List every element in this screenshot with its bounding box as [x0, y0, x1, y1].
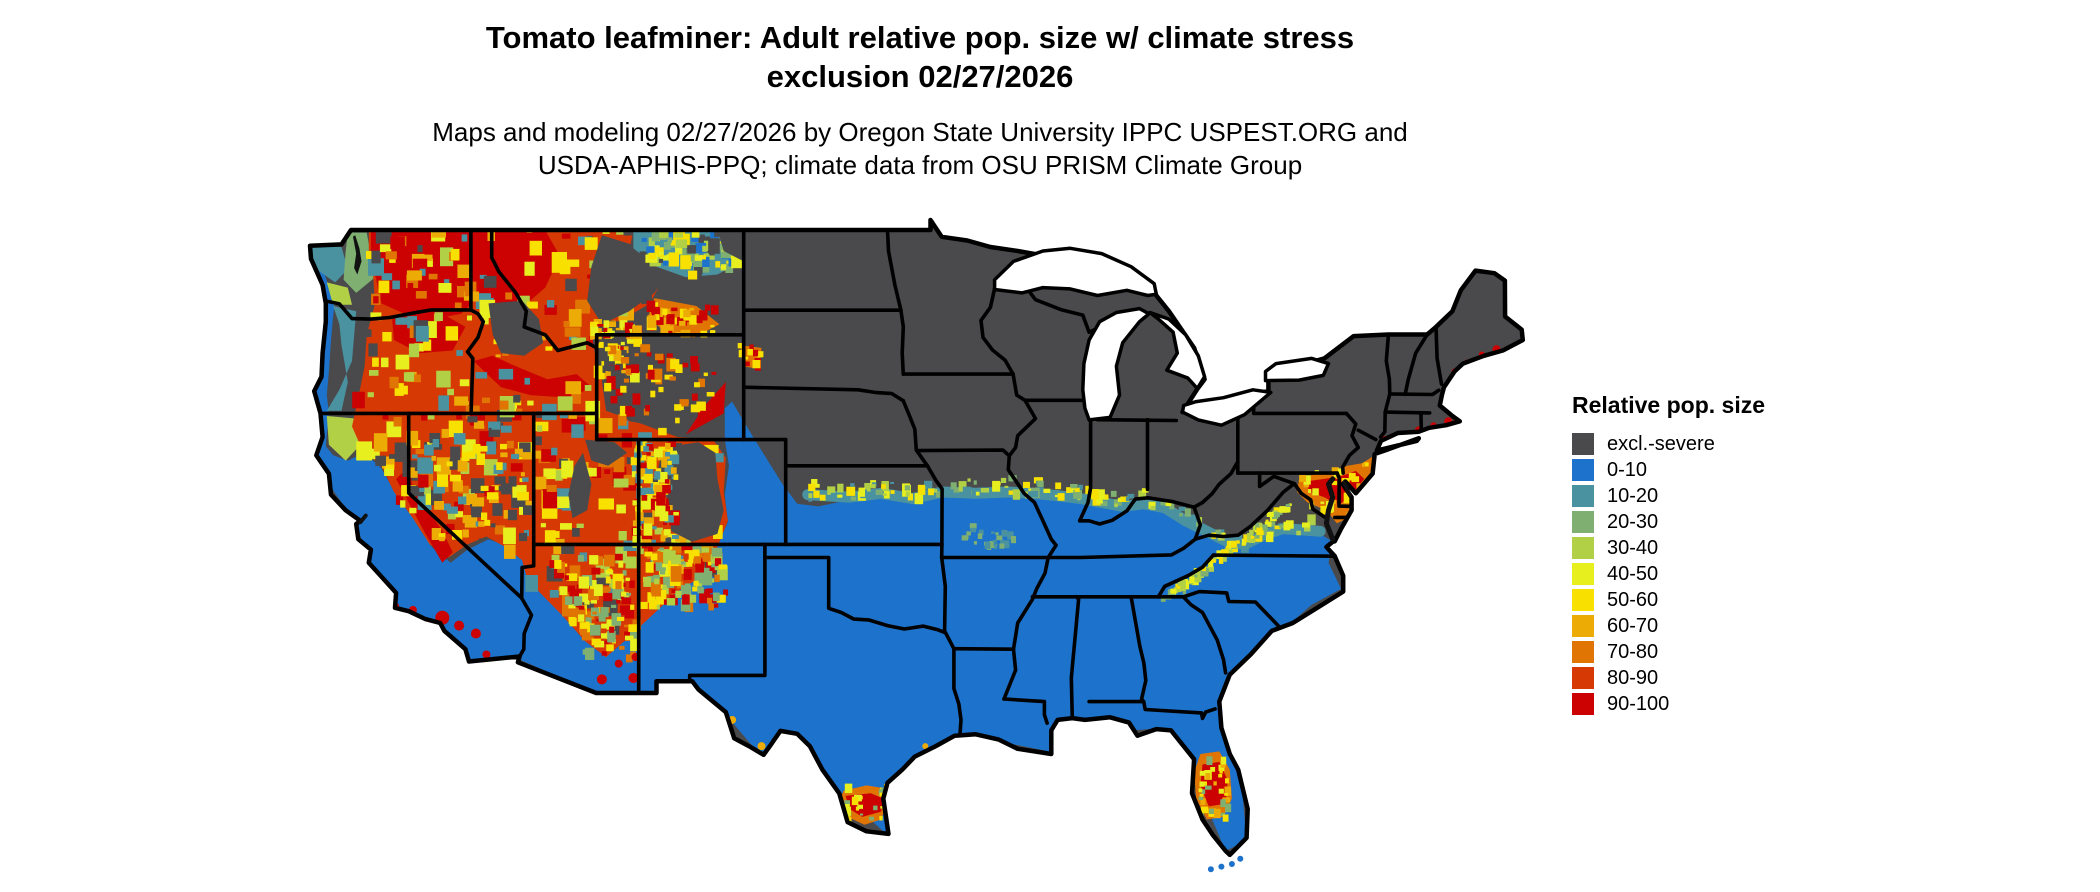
legend-swatch	[1572, 641, 1594, 663]
legend-row: 50-60	[1572, 587, 1832, 613]
legend-label: 20-30	[1607, 510, 1659, 533]
legend-swatch	[1572, 667, 1594, 689]
map-subtitle-line1: Maps and modeling 02/27/2026 by Oregon S…	[432, 117, 1408, 147]
legend-label: excl.-severe	[1607, 432, 1715, 455]
legend-swatch	[1572, 485, 1594, 507]
map-subtitle: Maps and modeling 02/27/2026 by Oregon S…	[20, 116, 1820, 182]
legend-swatch	[1572, 693, 1594, 715]
map-title: Tomato leafminer: Adult relative pop. si…	[20, 18, 1820, 96]
legend-swatch	[1572, 433, 1594, 455]
legend-label: 50-60	[1607, 588, 1659, 611]
map-title-line2: exclusion 02/27/2026	[766, 59, 1074, 94]
legend-swatch	[1572, 563, 1594, 585]
legend-row: 0-10	[1572, 457, 1832, 483]
legend-label: 40-50	[1607, 562, 1659, 585]
legend-swatch	[1572, 589, 1594, 611]
legend-row: 10-20	[1572, 483, 1832, 509]
title-block: Tomato leafminer: Adult relative pop. si…	[20, 18, 1820, 182]
legend-row: 60-70	[1572, 613, 1832, 639]
legend-row: 20-30	[1572, 509, 1832, 535]
legend-label: 70-80	[1607, 640, 1659, 663]
legend-row: 90-100	[1572, 691, 1832, 717]
legend-swatch	[1572, 615, 1594, 637]
legend-row: 70-80	[1572, 639, 1832, 665]
legend-row: excl.-severe	[1572, 431, 1832, 457]
legend-row: 80-90	[1572, 665, 1832, 691]
legend-items: excl.-severe 0-10 10-20 20-30 30-40 40-50 50-6…	[1572, 431, 1832, 717]
legend-swatch	[1572, 537, 1594, 559]
map-title-line1: Tomato leafminer: Adult relative pop. si…	[485, 20, 1355, 55]
legend-label: 10-20	[1607, 484, 1659, 507]
legend-label: 0-10	[1607, 458, 1648, 481]
legend-label: 30-40	[1607, 536, 1659, 559]
legend-swatch	[1572, 511, 1594, 533]
legend-row: 40-50	[1572, 561, 1832, 587]
map-subtitle-line2: USDA-APHIS-PPQ; climate data from OSU PR…	[537, 150, 1303, 180]
legend-title: Relative pop. size	[1572, 392, 1766, 418]
legend-label: 60-70	[1607, 614, 1659, 637]
legend-label: 90-100	[1607, 692, 1670, 715]
legend: Relative pop. size excl.-severe 0-10 10-20…	[1572, 392, 1832, 717]
legend-label: 80-90	[1607, 666, 1659, 689]
legend-row: 30-40	[1572, 535, 1832, 561]
legend-swatch	[1572, 459, 1594, 481]
